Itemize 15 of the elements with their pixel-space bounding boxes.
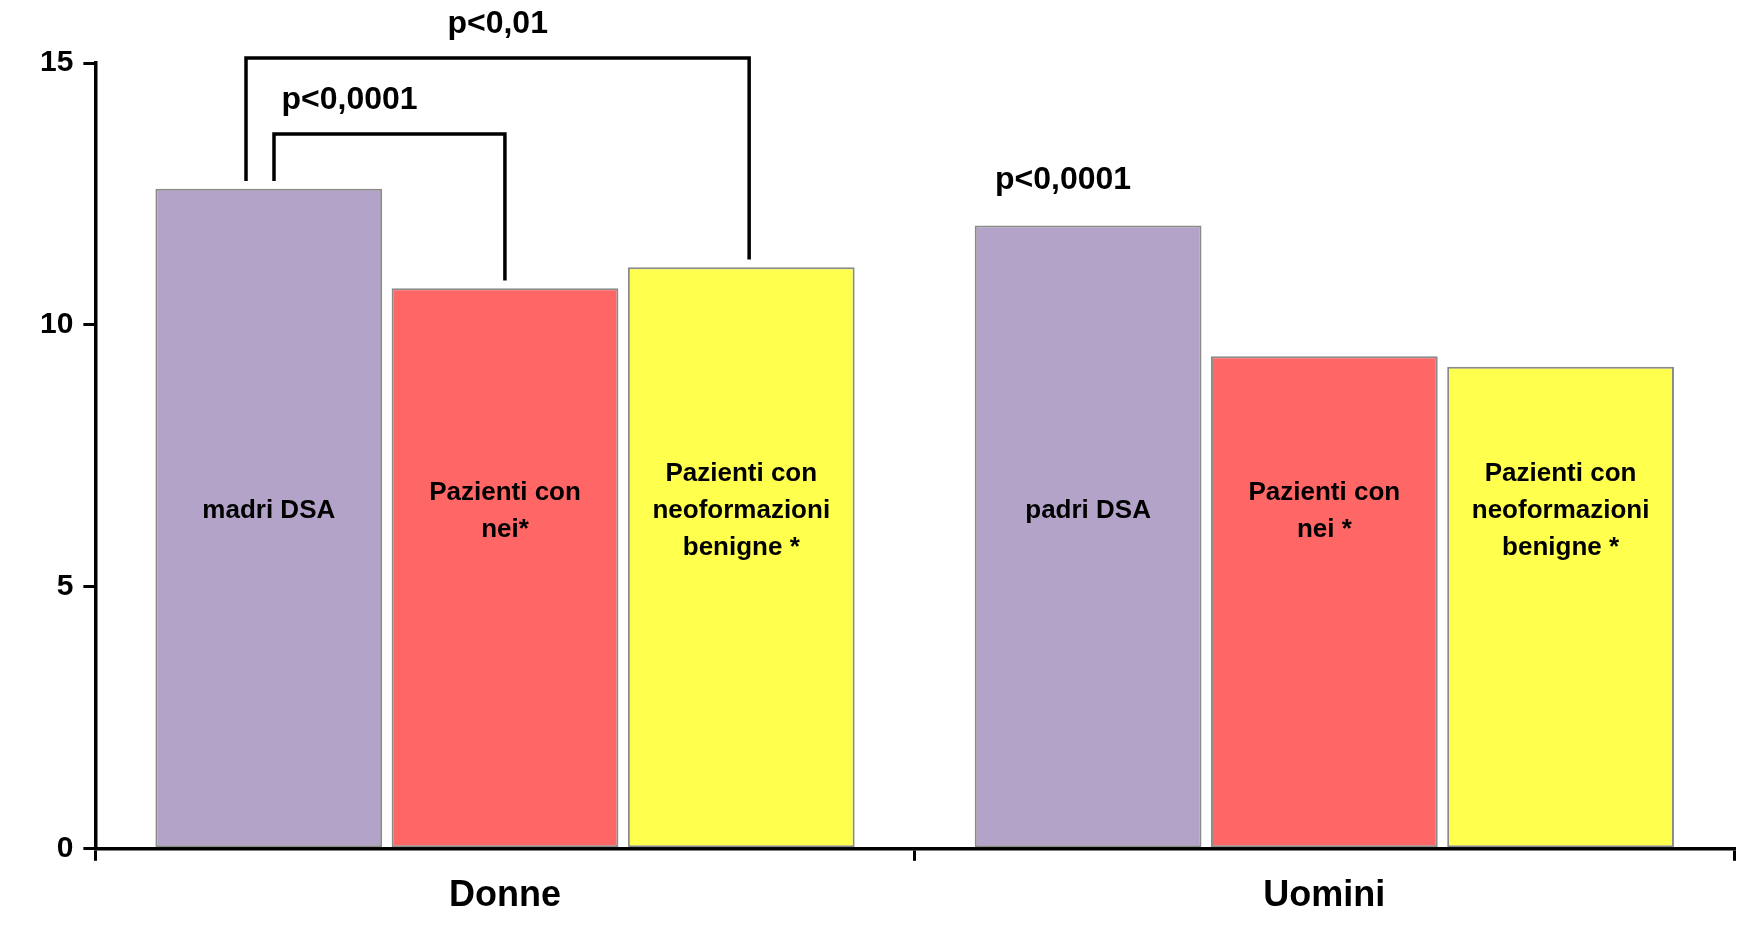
annotation: padri DSA	[1025, 494, 1152, 525]
annotation: Pazienti con neoformazioni benigne *	[1471, 457, 1650, 562]
y-tick-label: 10	[39, 306, 74, 340]
y-tick-label: 15	[39, 44, 74, 78]
y-tick-label: 5	[56, 568, 74, 602]
x-tick-label: Donne	[449, 873, 562, 915]
annotation: Pazienti con nei*	[429, 475, 581, 543]
annotation: Pazienti con neoformazioni benigne *	[652, 457, 831, 562]
x-tick-label: Uomini	[1263, 873, 1386, 915]
annotation: Pazienti con nei *	[1248, 475, 1401, 543]
annotation: p<0,0001	[995, 160, 1132, 197]
annotation: madri DSA	[202, 494, 336, 525]
annotation: p<0,0001	[281, 79, 418, 116]
y-tick-label: 0	[56, 830, 74, 864]
text: p<0,01	[447, 3, 548, 40]
